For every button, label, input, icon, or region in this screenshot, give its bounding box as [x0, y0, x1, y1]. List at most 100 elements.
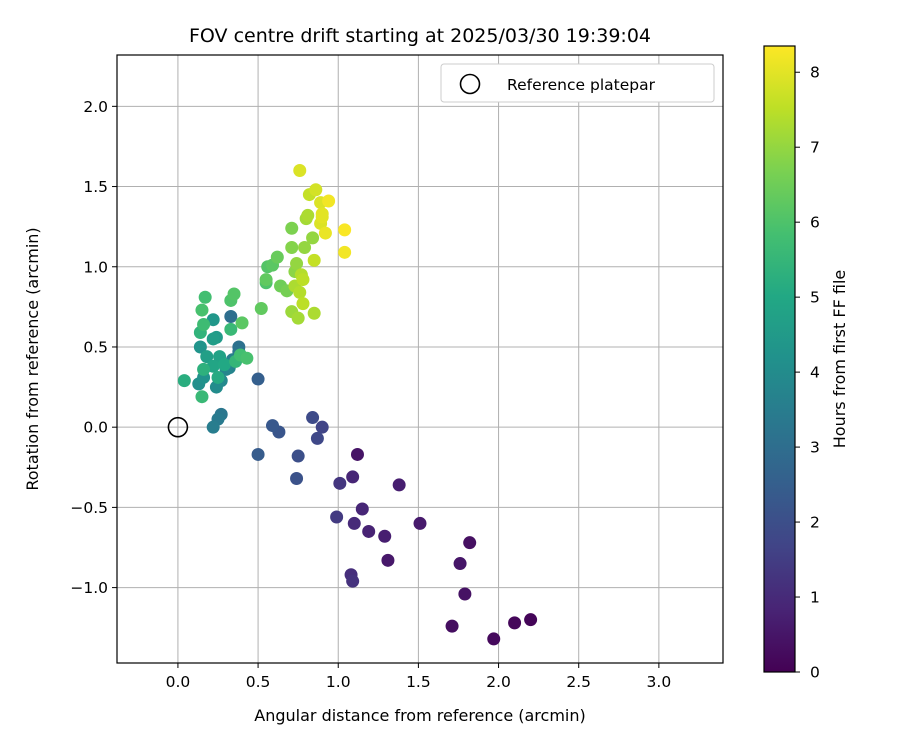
- data-point: [318, 226, 332, 240]
- data-point: [285, 241, 299, 255]
- colorbar-ticks: 0 1 2 3 4 5 6 7 8: [795, 64, 820, 682]
- colorbar-tick-label: 7: [810, 139, 820, 157]
- x-axis-ticks: 0.0 0.5 1.0 1.5 2.0 2.5 3.0: [166, 663, 672, 691]
- colorbar-tick-label: 8: [810, 64, 820, 82]
- data-point: [224, 322, 238, 336]
- data-point: [251, 447, 265, 461]
- data-point: [200, 350, 214, 364]
- data-point: [463, 536, 477, 550]
- data-point: [206, 332, 220, 346]
- y-tick-label: −1.0: [70, 579, 108, 597]
- data-point: [453, 557, 467, 571]
- data-point: [310, 431, 324, 445]
- colorbar-tick-label: 3: [810, 439, 820, 457]
- data-point: [251, 372, 265, 386]
- data-points: [177, 164, 538, 646]
- data-point: [298, 241, 312, 255]
- data-point: [301, 208, 315, 222]
- x-tick-label: 3.0: [647, 673, 672, 691]
- x-tick-label: 1.0: [326, 673, 351, 691]
- data-point: [197, 362, 211, 376]
- data-point: [307, 306, 321, 320]
- data-point: [458, 587, 472, 601]
- data-point: [195, 390, 209, 404]
- y-axis-label: Rotation from reference (arcmin): [23, 227, 42, 490]
- data-point: [306, 231, 320, 245]
- colorbar: 0 1 2 3 4 5 6 7 8 Hours from first FF file: [763, 45, 849, 682]
- chart-title: FOV centre drift starting at 2025/03/30 …: [189, 25, 651, 47]
- data-point: [307, 253, 321, 267]
- colorbar-tick-label: 6: [810, 214, 820, 232]
- data-point: [240, 351, 254, 365]
- data-point: [291, 449, 305, 463]
- data-point: [296, 297, 310, 311]
- data-point: [293, 285, 307, 299]
- data-point: [322, 194, 336, 208]
- data-point: [347, 516, 361, 530]
- colorbar-tick-label: 0: [810, 664, 820, 682]
- colorbar-tick-label: 2: [810, 514, 820, 532]
- data-point: [254, 301, 268, 315]
- x-tick-label: 0.0: [166, 673, 191, 691]
- gridlines: [117, 55, 723, 663]
- data-point: [309, 183, 323, 197]
- data-point: [381, 553, 395, 567]
- data-point: [378, 529, 392, 543]
- data-point: [193, 340, 207, 354]
- data-point: [206, 420, 220, 434]
- data-point: [206, 313, 220, 327]
- data-point: [217, 358, 231, 372]
- data-point: [508, 616, 522, 630]
- colorbar-tick-label: 1: [810, 589, 820, 607]
- data-point: [285, 221, 299, 235]
- legend-marker: [459, 73, 481, 95]
- data-point: [235, 316, 249, 330]
- data-point: [346, 574, 360, 588]
- data-point: [259, 273, 273, 287]
- data-point: [198, 290, 212, 304]
- colorbar-tick-label: 4: [810, 364, 820, 382]
- data-point: [413, 516, 427, 530]
- y-axis-ticks: −1.0 −0.5 0.0 0.5 1.0 1.5 2.0: [70, 98, 117, 597]
- y-tick-label: 2.0: [83, 98, 108, 116]
- y-tick-label: 1.0: [83, 258, 108, 276]
- data-point: [346, 470, 360, 484]
- data-point: [392, 478, 406, 492]
- data-point: [211, 370, 225, 384]
- data-point: [291, 311, 305, 325]
- data-point: [445, 619, 459, 633]
- data-point: [197, 318, 211, 332]
- data-point: [524, 613, 538, 627]
- data-point: [224, 309, 238, 323]
- plot-frame: [116, 54, 724, 664]
- data-point: [487, 632, 501, 646]
- legend: Reference platepar: [440, 63, 715, 103]
- legend-label: Reference platepar: [507, 76, 656, 94]
- x-axis-label: Angular distance from reference (arcmin): [254, 706, 585, 725]
- data-point: [355, 502, 369, 516]
- data-point: [195, 303, 209, 317]
- data-point: [209, 380, 223, 394]
- y-tick-label: −0.5: [70, 499, 108, 517]
- data-point: [315, 207, 329, 221]
- data-point: [338, 245, 352, 259]
- colorbar-gradient: [764, 46, 795, 672]
- data-point: [266, 419, 280, 433]
- legend-box: [440, 63, 715, 103]
- data-point: [362, 524, 376, 538]
- data-point: [270, 250, 284, 264]
- data-point: [330, 510, 344, 524]
- data-point: [290, 472, 304, 486]
- data-point: [306, 411, 320, 425]
- x-tick-label: 2.0: [486, 673, 511, 691]
- y-tick-label: 0.0: [83, 419, 108, 437]
- y-tick-label: 1.5: [83, 178, 108, 196]
- x-tick-label: 1.5: [406, 673, 431, 691]
- data-point: [290, 257, 304, 271]
- data-point: [350, 447, 364, 461]
- data-point: [338, 223, 352, 237]
- data-point: [227, 287, 241, 301]
- colorbar-frame: [763, 45, 796, 673]
- colorbar-tick-label: 5: [810, 289, 820, 307]
